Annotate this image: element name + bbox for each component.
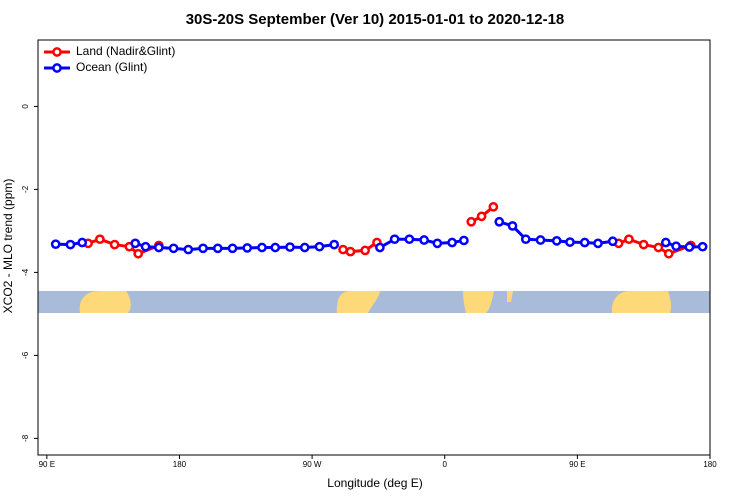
point <box>432 238 443 249</box>
point <box>338 244 348 255</box>
y-axis-label: XCO2 - MLO trend (ppm) <box>1 179 15 314</box>
x-tick-label: 0 <box>443 460 448 469</box>
point <box>447 237 457 248</box>
point <box>183 244 194 255</box>
point <box>198 243 208 254</box>
legend-label: Ocean (Glint) <box>76 60 147 74</box>
y-tick-label: -4 <box>21 268 30 276</box>
y-tick-label: -8 <box>21 434 30 442</box>
x-tick-label: 180 <box>703 460 717 469</box>
point <box>285 242 295 252</box>
point <box>697 241 708 252</box>
point <box>660 237 671 248</box>
point <box>329 239 340 250</box>
point <box>579 237 590 248</box>
point <box>109 239 120 250</box>
point <box>494 216 505 227</box>
point <box>624 234 634 245</box>
x-axis-label: Longitude (deg E) <box>327 476 422 490</box>
point <box>133 248 144 259</box>
point <box>404 234 415 245</box>
series-line <box>87 205 692 256</box>
point <box>227 243 238 254</box>
point <box>270 242 281 253</box>
y-tick-label: -6 <box>21 351 30 359</box>
point <box>466 216 477 227</box>
point <box>50 239 61 250</box>
point <box>130 238 141 249</box>
point <box>65 239 76 250</box>
point <box>242 243 253 253</box>
legend-label: Land (Nadir&Glint) <box>76 44 175 58</box>
point <box>95 234 105 245</box>
point <box>520 234 531 245</box>
x-tick-label: 90 W <box>303 460 322 469</box>
legend-marker <box>52 47 62 57</box>
point <box>314 241 325 252</box>
point <box>607 236 618 247</box>
x-tick-label: 90 E <box>39 460 55 469</box>
point <box>507 221 518 231</box>
point <box>653 242 664 253</box>
point <box>663 248 674 259</box>
point <box>212 243 223 254</box>
point <box>459 235 469 246</box>
point <box>638 239 649 250</box>
point <box>389 234 400 245</box>
point <box>299 242 310 253</box>
point <box>551 236 562 246</box>
plot-frame <box>37 39 711 456</box>
point <box>671 241 681 252</box>
point <box>168 243 179 254</box>
point <box>257 242 267 253</box>
map-strip <box>38 291 710 313</box>
point <box>535 235 546 245</box>
y-tick-label: -2 <box>21 185 30 193</box>
point <box>77 237 88 248</box>
point <box>593 238 603 249</box>
point <box>140 241 151 252</box>
legend-marker <box>52 63 62 73</box>
point <box>488 201 499 212</box>
x-tick-label: 90 E <box>569 460 585 469</box>
point <box>345 246 356 257</box>
point <box>419 235 429 245</box>
point <box>476 211 487 222</box>
chart-title: 30S-20S September (Ver 10) 2015-01-01 to… <box>186 11 565 28</box>
point <box>375 242 385 253</box>
x-tick-label: 180 <box>173 460 187 469</box>
point <box>360 245 371 256</box>
point <box>153 242 164 253</box>
point <box>684 242 695 252</box>
y-tick-label: 0 <box>21 104 30 109</box>
point <box>565 237 575 247</box>
